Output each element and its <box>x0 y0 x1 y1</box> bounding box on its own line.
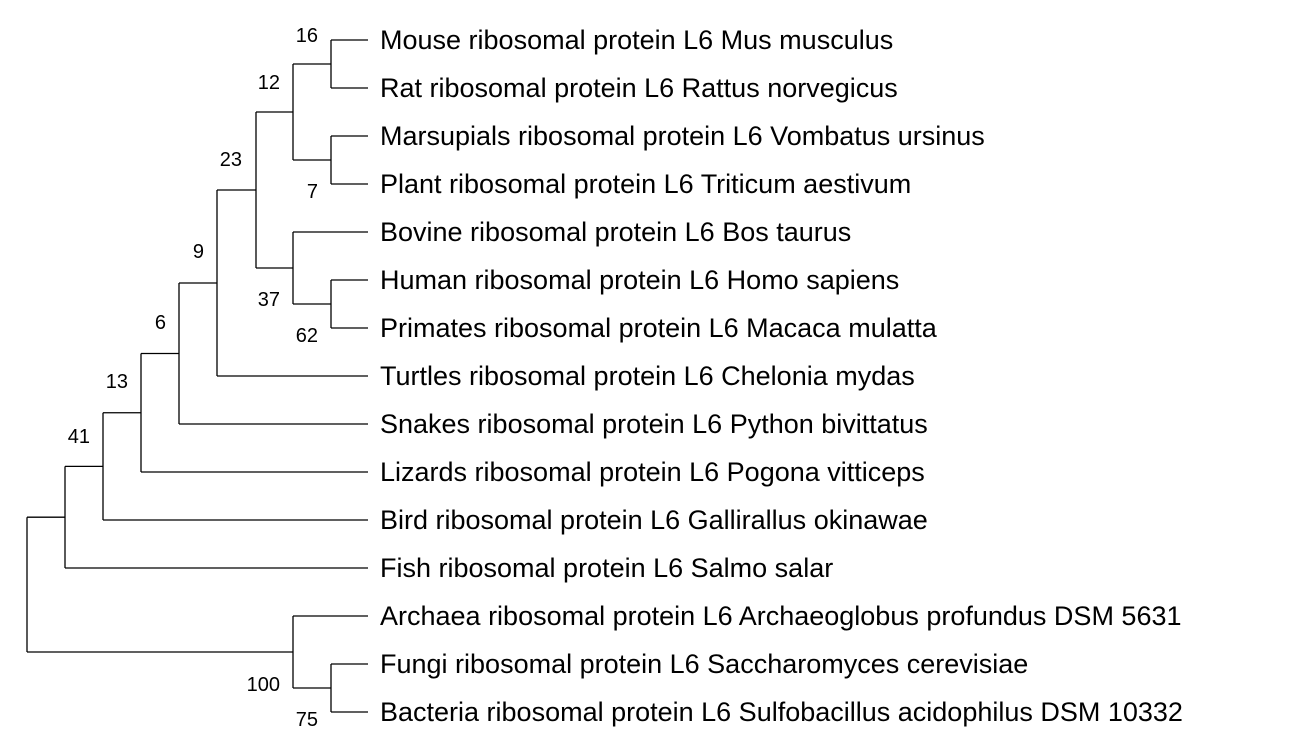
bootstrap-fungi-bacteria: 75 <box>296 709 318 731</box>
leaf-label-bovine: Bovine ribosomal protein L6 Bos taurus <box>380 217 851 247</box>
leaf-label-lizards: Lizards ribosomal protein L6 Pogona vitt… <box>380 457 925 487</box>
leaf-label-marsupials: Marsupials ribosomal protein L6 Vombatus… <box>380 121 985 151</box>
bootstrap-human-primate: 62 <box>296 325 318 347</box>
leaf-labels: Mouse ribosomal protein L6 Mus musculus R… <box>380 25 1183 727</box>
bootstrap-marsupial-plant: 7 <box>307 181 318 203</box>
leaf-label-snakes: Snakes ribosomal protein L6 Python bivit… <box>380 409 928 439</box>
leaf-label-human: Human ribosomal protein L6 Homo sapiens <box>380 265 899 295</box>
bootstrap-mouse-rat: 16 <box>296 25 318 47</box>
tree-branches <box>26 39 368 713</box>
bootstrap-with-bird: 41 <box>68 426 90 448</box>
leaf-label-bird: Bird ribosomal protein L6 Gallirallus ok… <box>380 505 928 535</box>
bootstrap-with-turtle: 9 <box>193 241 204 263</box>
leaf-label-fungi: Fungi ribosomal protein L6 Saccharomyces… <box>380 649 1028 679</box>
leaf-label-rat: Rat ribosomal protein L6 Rattus norvegic… <box>380 73 898 103</box>
leaf-label-plant: Plant ribosomal protein L6 Triticum aest… <box>380 169 911 199</box>
leaf-label-turtles: Turtles ribosomal protein L6 Chelonia my… <box>380 361 915 391</box>
leaf-label-mouse: Mouse ribosomal protein L6 Mus musculus <box>380 25 893 55</box>
leaf-label-archaea: Archaea ribosomal protein L6 Archaeoglob… <box>380 601 1182 631</box>
leaf-label-primates: Primates ribosomal protein L6 Macaca mul… <box>380 313 938 343</box>
bootstrap-with-snake: 6 <box>155 312 166 334</box>
bootstrap-labels: 16 12 7 23 9 37 62 6 13 41 100 75 <box>68 25 318 731</box>
bootstrap-bovine-human-primate: 37 <box>258 289 280 311</box>
bootstrap-rodent-plant-clade: 12 <box>258 72 280 94</box>
bootstrap-outgroup-clade: 100 <box>247 674 280 696</box>
bootstrap-with-lizard: 13 <box>106 371 128 393</box>
leaf-label-fish: Fish ribosomal protein L6 Salmo salar <box>380 553 833 583</box>
bootstrap-mammal-clade: 23 <box>220 149 242 171</box>
leaf-label-bacteria: Bacteria ribosomal protein L6 Sulfobacil… <box>380 697 1183 727</box>
